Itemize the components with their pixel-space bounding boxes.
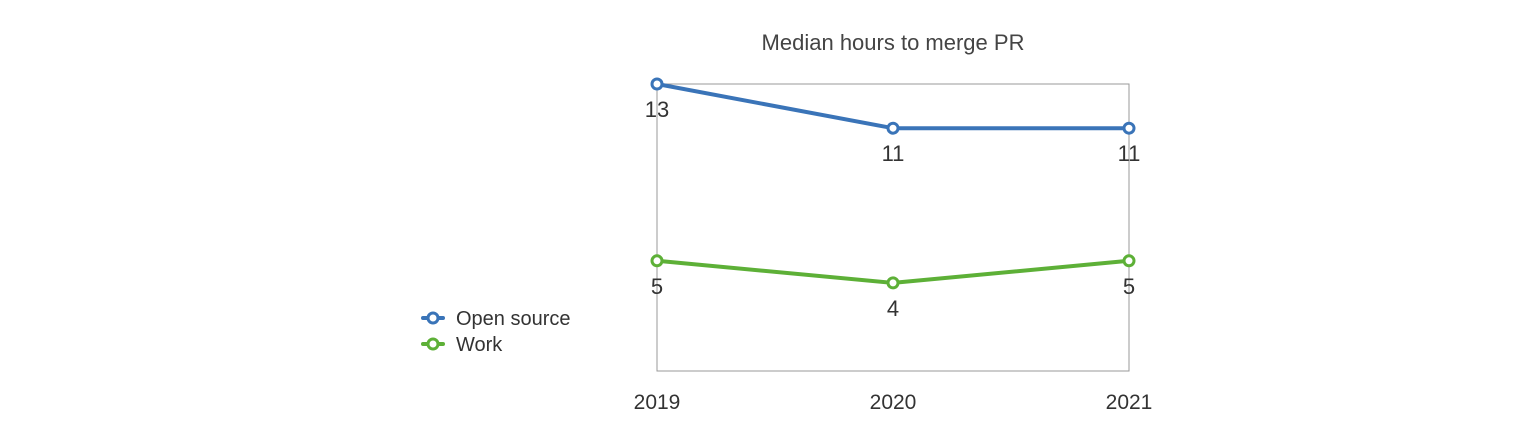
legend-item-open-source[interactable]: Open source: [421, 308, 571, 330]
legend-item-work[interactable]: Work: [421, 334, 503, 356]
legend-label-open-source: Open source: [456, 308, 571, 330]
x-axis: 2019 2020 2021: [634, 391, 1153, 414]
chart-title: Median hours to merge PR: [762, 30, 1025, 55]
data-point-open-source-2021: [1122, 121, 1136, 135]
legend-label-work: Work: [456, 334, 503, 356]
legend-swatch-marker-work: [426, 337, 440, 351]
data-label-open-source-2019: 13: [645, 97, 669, 122]
legend-swatch-marker-open-source: [426, 311, 440, 325]
data-label-work-2019: 5: [651, 274, 663, 299]
x-tick-label-2021: 2021: [1106, 391, 1153, 414]
plot-frame: [656, 83, 1130, 372]
data-point-work-2020: [886, 276, 900, 290]
data-label-work-2020: 4: [887, 296, 899, 321]
x-tick-label-2019: 2019: [634, 391, 681, 414]
series-layer: [650, 77, 1136, 290]
data-point-open-source-2019: [650, 77, 664, 91]
x-tick-label-2020: 2020: [870, 391, 917, 414]
data-label-open-source-2021: 11: [1118, 141, 1141, 166]
data-point-open-source-2020: [886, 121, 900, 135]
data-label-work-2021: 5: [1123, 274, 1135, 299]
data-label-layer: 13 11 11 5 4 5: [645, 97, 1141, 321]
data-label-open-source-2020: 11: [882, 141, 905, 166]
series-line-open-source: [655, 82, 1131, 131]
legend: Open source Work: [421, 308, 571, 356]
data-point-work-2021: [1122, 254, 1136, 268]
data-point-work-2019: [650, 254, 664, 268]
